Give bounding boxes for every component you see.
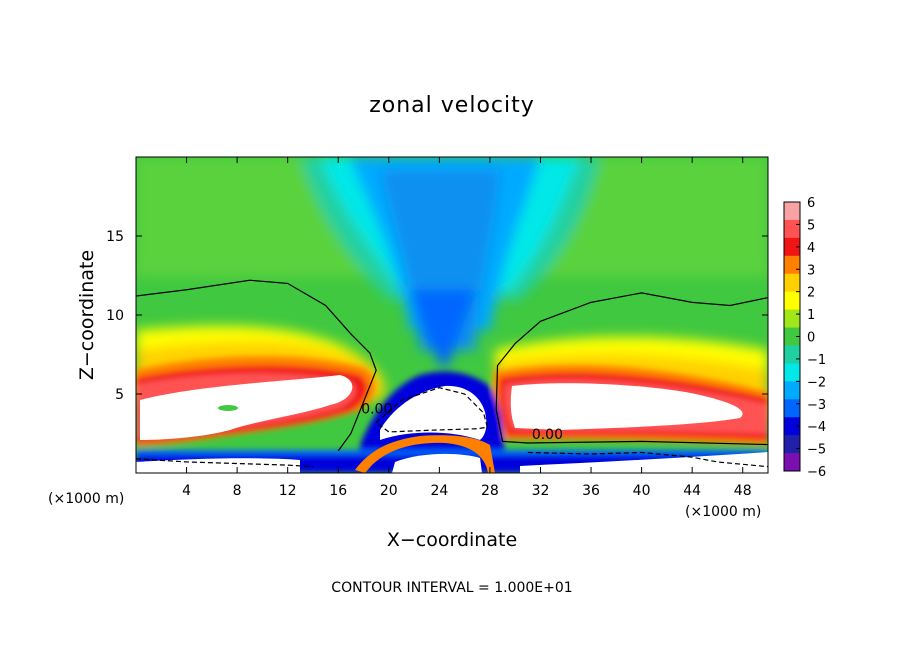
y-axis-ticks: 5 10 15 — [106, 229, 768, 403]
x-axis-label: X−coordinate — [387, 529, 517, 551]
colorbar-label: −1 — [807, 353, 826, 368]
x-tick-label: 4 — [182, 483, 191, 499]
colorbar-swatch — [784, 202, 800, 221]
colorbar-swatch — [784, 435, 800, 454]
y-tick-label: 10 — [106, 308, 124, 324]
x-tick-label: 28 — [481, 483, 499, 499]
colorbar-swatch — [784, 273, 800, 293]
colorbar-swatch — [784, 327, 800, 346]
x-axis-ticks: 4 8 12 16 20 24 28 32 36 40 44 48 — [182, 157, 752, 499]
colorbar-label: −3 — [807, 398, 826, 413]
velocity-field — [136, 157, 768, 473]
colorbar-swatch — [784, 453, 800, 472]
x-tick-label: 32 — [532, 483, 550, 499]
colorbar-label: 1 — [807, 308, 815, 323]
contour-interval-note: CONTOUR INTERVAL = 1.000E+01 — [331, 580, 572, 596]
colorbar-label: −4 — [807, 420, 826, 435]
colorbar-label: 2 — [807, 286, 815, 301]
contour-label: 0.00 — [361, 402, 392, 418]
contour-lines — [136, 279, 768, 468]
contour-line — [136, 279, 377, 452]
contour-line — [136, 458, 313, 468]
chart-title: zonal velocity — [369, 93, 535, 118]
x-tick-label: 44 — [683, 483, 701, 499]
y-axis-label: Z−coordinate — [76, 250, 98, 380]
contour-labels: 0.00 0.00 — [361, 402, 563, 443]
colorbar-swatch — [784, 363, 800, 382]
contour-label: 0.00 — [532, 427, 563, 443]
x-tick-label: 24 — [430, 483, 448, 499]
x-tick-label: 16 — [329, 483, 347, 499]
x-tick-label: 48 — [734, 483, 752, 499]
colorbar-swatch — [784, 309, 800, 329]
contour-line — [495, 292, 768, 446]
colorbar-swatch — [784, 291, 800, 311]
x-tick-label: 8 — [233, 483, 242, 499]
colorbar-label: −5 — [807, 443, 826, 458]
colorbar-swatch — [784, 345, 800, 364]
y-tick-label: 5 — [115, 387, 124, 403]
colorbar-swatch — [784, 255, 800, 275]
colorbar-swatch — [784, 237, 800, 257]
contour-line — [527, 451, 768, 468]
colorbar-label: 3 — [807, 263, 815, 278]
colorbar-swatch — [784, 399, 800, 418]
colorbar-label: 5 — [807, 218, 815, 233]
x-tick-label: 20 — [380, 483, 398, 499]
colorbar-label: 6 — [807, 196, 815, 211]
colorbar-label: −6 — [807, 465, 826, 480]
colorbar: 6 5 4 3 2 1 0 −1 −2 −3 −4 −5 −6 — [783, 196, 826, 480]
x-tick-label: 12 — [279, 483, 297, 499]
x-units-right: (×1000 m) — [685, 504, 761, 520]
colorbar-swatch — [784, 381, 800, 400]
colorbar-swatch — [784, 417, 800, 436]
colorbar-swatch — [784, 219, 800, 239]
colorbar-label: 4 — [807, 241, 815, 256]
x-units-left: (×1000 m) — [48, 491, 124, 507]
colorbar-label: 0 — [807, 331, 815, 346]
x-tick-label: 40 — [633, 483, 651, 499]
contour-line — [375, 387, 489, 433]
y-tick-label: 15 — [106, 229, 124, 245]
x-tick-label: 36 — [582, 483, 600, 499]
colorbar-label: −2 — [807, 375, 826, 390]
